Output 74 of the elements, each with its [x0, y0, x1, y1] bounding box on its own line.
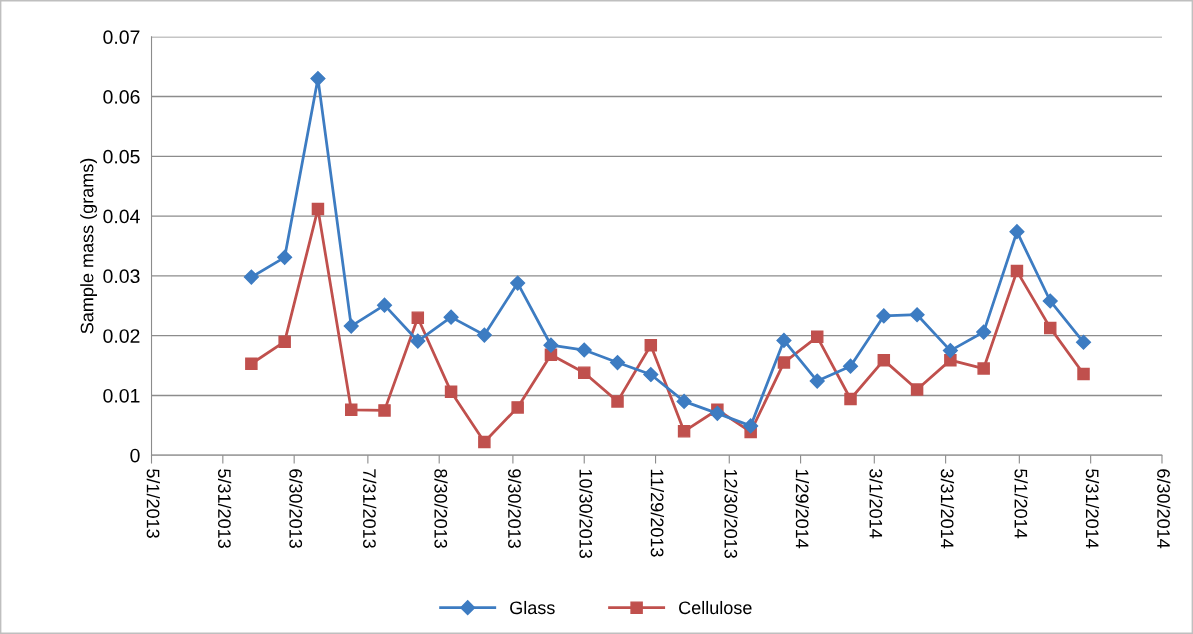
point — [245, 357, 258, 371]
point — [511, 401, 524, 414]
point — [543, 337, 559, 353]
point — [1043, 321, 1057, 335]
point — [809, 373, 825, 389]
point — [776, 332, 792, 349]
x-tick-label: 3/31/2014 — [940, 469, 955, 549]
point — [810, 330, 824, 344]
x-tick-label: 6/30/2014 — [1157, 469, 1171, 549]
y-tick-label: 0.04 — [103, 209, 140, 224]
legend-label: Glass — [510, 600, 555, 615]
y-tick-label: 0.01 — [103, 388, 140, 403]
x-tick-label: 5/1/2014 — [1014, 469, 1028, 539]
point — [1010, 264, 1024, 278]
point — [411, 311, 425, 324]
point — [777, 356, 791, 369]
point — [942, 343, 958, 359]
x-tick-label: 11/29/2013 — [650, 469, 664, 557]
point — [609, 354, 626, 371]
point — [577, 366, 591, 379]
point — [844, 392, 857, 406]
point — [743, 418, 759, 434]
x-tick-label: 7/31/2013 — [363, 469, 377, 548]
point — [876, 308, 892, 324]
x-tick-label: 10/30/2013 — [579, 469, 593, 558]
x-tick-label: 12/30/2013 — [724, 469, 738, 558]
point — [1009, 224, 1025, 240]
point — [644, 338, 658, 352]
point — [343, 318, 359, 334]
point — [709, 405, 725, 421]
point — [643, 366, 659, 383]
y-tick-label: 0.05 — [103, 149, 140, 164]
point — [1042, 293, 1058, 309]
point — [277, 249, 293, 265]
x-tick-label: 5/1/2013 — [146, 469, 160, 538]
point — [510, 275, 526, 291]
point — [909, 307, 925, 323]
point — [376, 297, 393, 313]
y-tick-label: 0.03 — [103, 269, 140, 284]
point — [576, 342, 592, 358]
y-tick-label: 0.02 — [103, 329, 140, 343]
point — [310, 71, 326, 87]
point — [1075, 334, 1092, 350]
point — [443, 309, 459, 325]
point — [910, 383, 924, 396]
y-axis-title: Sample mass (grams) — [80, 158, 97, 334]
x-tick-label: 8/30/2013 — [434, 469, 448, 548]
point — [1077, 367, 1090, 381]
x-tick-label: 6/30/2013 — [289, 469, 303, 548]
point — [444, 385, 458, 399]
x-tick-label: 5/31/2014 — [1085, 469, 1100, 549]
x-tick-label: 1/29/2014 — [795, 469, 810, 549]
point — [842, 358, 859, 374]
point — [676, 393, 692, 409]
point — [278, 335, 291, 348]
point — [478, 435, 491, 449]
point — [476, 327, 492, 343]
point — [977, 362, 990, 375]
point — [677, 425, 691, 438]
x-tick-label: 5/31/2013 — [217, 469, 232, 548]
point — [877, 353, 891, 367]
point — [410, 333, 426, 349]
y-tick-label: 0 — [130, 448, 140, 463]
x-tick-label: 3/1/2014 — [869, 469, 883, 539]
point — [611, 395, 624, 408]
point — [344, 403, 358, 417]
point — [243, 269, 259, 285]
x-tick-label: 9/30/2013 — [508, 469, 522, 548]
point — [311, 202, 325, 216]
point — [378, 404, 391, 417]
legend-label: Cellulose — [679, 600, 752, 615]
y-tick-label: 0.07 — [103, 30, 140, 45]
point — [976, 324, 992, 340]
y-tick-label: 0.06 — [103, 90, 140, 104]
